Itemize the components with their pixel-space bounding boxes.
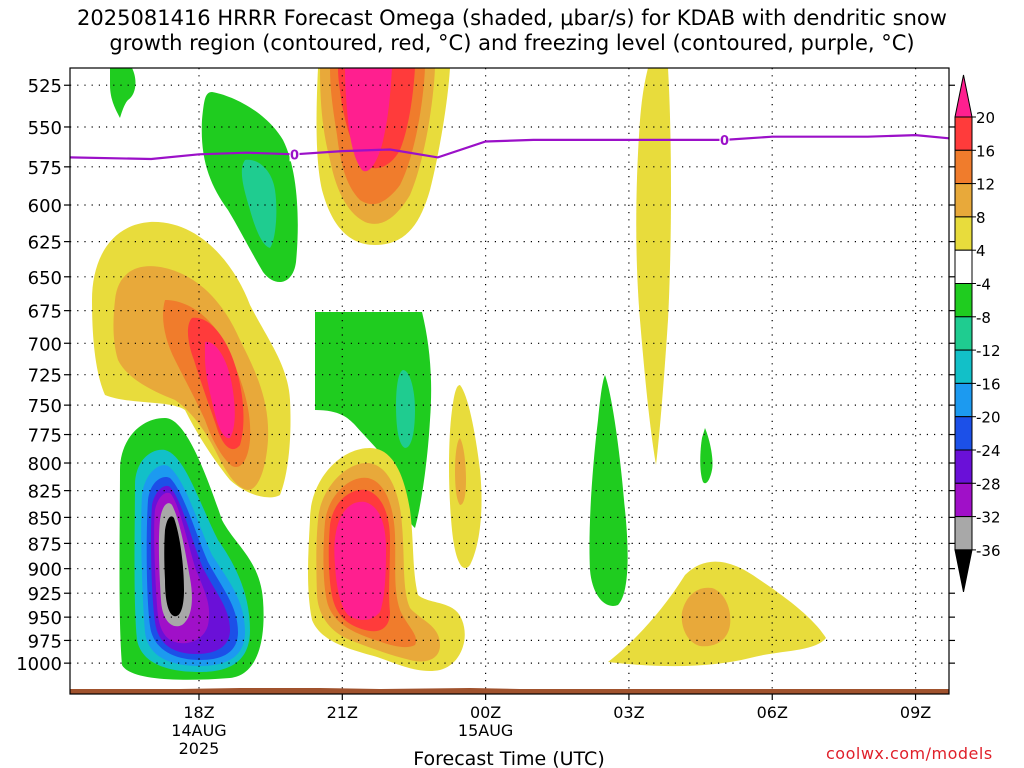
colorbar-label-10: -24 bbox=[976, 442, 1001, 460]
y-tick-label-850: 850 bbox=[28, 508, 62, 529]
y-tick-label-750: 750 bbox=[28, 396, 62, 417]
omega-region-pos-8-05z bbox=[681, 587, 731, 647]
chart-title: 2025081416 HRRR Forecast Omega (shaded, … bbox=[0, 6, 1024, 56]
y-tick-label-550: 550 bbox=[28, 118, 62, 139]
colorbar-segment-3 bbox=[954, 183, 973, 218]
omega-region-pos-20-22z-upper bbox=[345, 68, 392, 172]
colorbar-label-9: -20 bbox=[976, 409, 1001, 427]
omega-region-pos-4-04z bbox=[636, 68, 671, 465]
y-tick-label-1000: 1000 bbox=[16, 654, 62, 675]
omega-region-neg-8-20z-upper bbox=[241, 159, 277, 248]
chart-title-line-1: 2025081416 HRRR Forecast Omega (shaded, … bbox=[77, 6, 947, 30]
credit-text: coolwx.com/models bbox=[826, 744, 993, 763]
colorbar-segment-9 bbox=[954, 382, 973, 418]
omega-region-neg-8-22z-mid bbox=[396, 370, 415, 448]
y-axis: 525 550 575 600 625 650 675 700 725 750 775 800 825 8… bbox=[16, 76, 955, 675]
x-tick-label-06Z: 06Z bbox=[757, 703, 788, 722]
x-tick-label-03Z: 03Z bbox=[613, 703, 644, 722]
colorbar-segment-7 bbox=[954, 316, 973, 351]
omega-region-neg-4-03z bbox=[589, 375, 628, 606]
y-tick-label-700: 700 bbox=[28, 334, 62, 355]
colorbar-segment-13 bbox=[954, 516, 973, 551]
grid-lines bbox=[70, 68, 949, 694]
freezing-level-line bbox=[69, 133, 950, 161]
x-tick-date-00Z: 15AUG bbox=[458, 721, 513, 740]
colorbar-label-13: -36 bbox=[976, 542, 1001, 560]
colorbar-top-arrow bbox=[954, 74, 973, 118]
y-tick-label-650: 650 bbox=[28, 268, 62, 289]
y-tick-label-625: 625 bbox=[28, 233, 62, 254]
colorbar-label-3: 8 bbox=[976, 209, 986, 227]
y-tick-label-925: 925 bbox=[28, 584, 62, 605]
y-tick-label-825: 825 bbox=[28, 482, 62, 503]
y-tick-label-725: 725 bbox=[28, 366, 62, 387]
colorbar-label-5: -4 bbox=[976, 276, 991, 294]
colorbar-label-7: -12 bbox=[976, 342, 1001, 360]
y-tick-label-975: 975 bbox=[28, 631, 62, 652]
colorbar-segment-5 bbox=[954, 249, 973, 284]
y-tick-label-875: 875 bbox=[28, 534, 62, 555]
colorbar-label-12: -32 bbox=[976, 509, 1001, 527]
surface-terrain-strip bbox=[70, 688, 949, 694]
x-tick-label-18Z: 18Z bbox=[183, 703, 214, 722]
y-tick-label-775: 775 bbox=[28, 426, 62, 447]
colorbar-segment-6 bbox=[954, 283, 973, 318]
freezing-level-label-1: 0 bbox=[290, 148, 299, 163]
omega-region-pos-8-00z bbox=[455, 438, 466, 505]
colorbar-segment-4 bbox=[954, 216, 973, 251]
omega-region-neg-4-22z-mid bbox=[315, 312, 432, 528]
colorbar-label-0: 20 bbox=[976, 109, 995, 127]
x-tick-label-21Z: 21Z bbox=[327, 703, 358, 722]
colorbar-segment-12 bbox=[954, 482, 973, 518]
x-tick-label-00Z: 00Z bbox=[470, 703, 501, 722]
chart-title-line-2: growth region (contoured, red, °C) and f… bbox=[109, 31, 915, 55]
x-tick-date-18Z: 14AUG bbox=[171, 721, 226, 740]
y-tick-label-675: 675 bbox=[28, 302, 62, 323]
colorbar-label-4: 4 bbox=[976, 242, 986, 260]
y-tick-label-575: 575 bbox=[28, 158, 62, 179]
freezing-level-label-2: 0 bbox=[720, 134, 729, 149]
freezing-level-contour: 00 bbox=[69, 132, 950, 163]
colorbar-segment-2 bbox=[954, 149, 973, 185]
colorbar-segment-1 bbox=[954, 116, 973, 151]
freezing-level-label-bg-1 bbox=[289, 147, 300, 162]
x-tick-label-09Z: 09Z bbox=[900, 703, 931, 722]
x-axis-label: Forecast Time (UTC) bbox=[413, 748, 604, 768]
colorbar-segment-8 bbox=[954, 349, 973, 384]
y-tick-label-525: 525 bbox=[28, 76, 62, 97]
y-tick-label-950: 950 bbox=[28, 608, 62, 629]
colorbar-segment-11 bbox=[954, 449, 973, 484]
omega-shading bbox=[92, 68, 826, 680]
colorbar-label-8: -16 bbox=[976, 375, 1001, 393]
omega-region-pos-20-22z-low bbox=[334, 501, 386, 620]
colorbar-label-2: 12 bbox=[976, 176, 995, 194]
x-tick-year-18Z: 2025 bbox=[179, 739, 220, 758]
colorbar-segment-10 bbox=[954, 416, 973, 451]
omega-region-neg-4-05z bbox=[700, 428, 713, 484]
plot-frame bbox=[69, 67, 950, 695]
omega-region-neg-4-18z-top bbox=[110, 68, 136, 118]
y-tick-label-900: 900 bbox=[28, 560, 62, 581]
colorbar-label-6: -8 bbox=[976, 309, 991, 327]
y-tick-label-800: 800 bbox=[28, 454, 62, 475]
omega-region-pos-20-19z bbox=[205, 341, 235, 439]
colorbar-label-11: -28 bbox=[976, 475, 1001, 493]
colorbar-label-1: 16 bbox=[976, 142, 995, 160]
y-tick-label-600: 600 bbox=[28, 196, 62, 217]
omega-region-neg-36-18z bbox=[164, 516, 184, 617]
freezing-level-label-bg-2 bbox=[719, 132, 730, 147]
colorbar: 20 16 12 8 4 -4 -8 -12 -16 -20 -24 -28 -32 -36 bbox=[954, 74, 1001, 592]
colorbar-bottom-arrow bbox=[954, 549, 973, 592]
